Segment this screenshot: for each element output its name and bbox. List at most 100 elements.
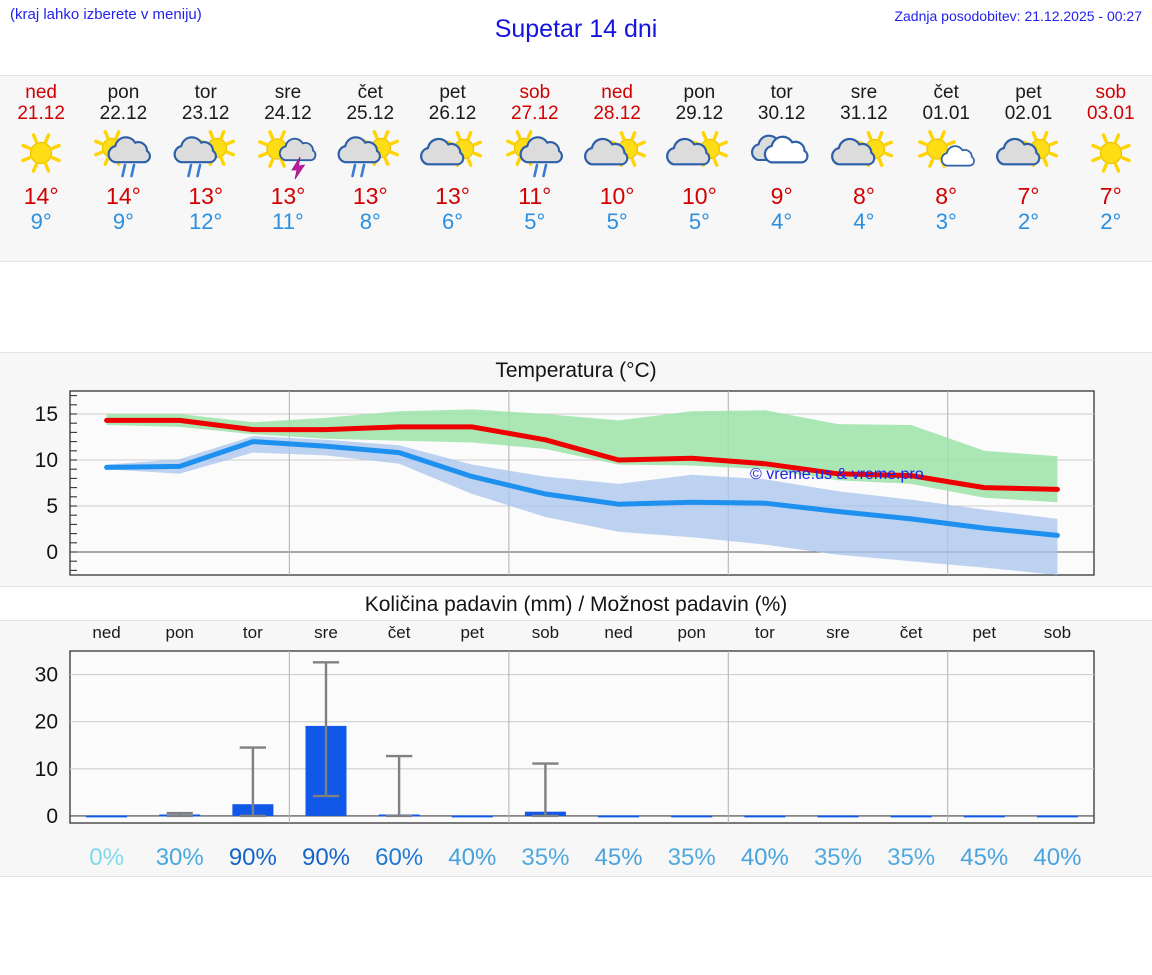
weather-icon-wrap	[578, 127, 656, 183]
temp-min-label: 6°	[442, 209, 464, 234]
precipitation-probability-label: 90%	[301, 844, 351, 871]
weather-icon-wrap	[496, 127, 574, 183]
precipitation-probability-label: 35%	[667, 844, 716, 871]
temp-max-label: 7°	[1017, 183, 1040, 209]
temp-min-label: 9°	[30, 209, 52, 234]
day-date-label: 24.12	[264, 103, 312, 124]
temp-min-label: 12°	[189, 209, 223, 234]
precipitation-probability-label: 0%	[89, 844, 124, 871]
sun-cloud-rain-icon	[94, 130, 152, 178]
cloud-sun-icon	[584, 131, 647, 167]
day-date-label: 30.12	[757, 103, 806, 124]
temp-min-label: 2°	[1017, 209, 1040, 234]
precipitation-probability-label: 60%	[375, 844, 424, 871]
cloud-sun-icon	[995, 131, 1058, 167]
weather-icon-wrap	[1072, 127, 1150, 183]
spacer-band	[0, 262, 1152, 352]
day-date-label: 26.12	[428, 103, 477, 124]
svg-text:10: 10	[35, 758, 58, 781]
day-date-label: 22.12	[99, 103, 148, 124]
svg-text:0: 0	[46, 541, 58, 564]
temp-min-label: 4°	[771, 209, 793, 234]
precipitation-probability-label: 40%	[448, 844, 497, 871]
temp-min-label: 5°	[606, 209, 628, 234]
temp-min-label: 2°	[1100, 209, 1122, 234]
svg-text:30: 30	[35, 664, 58, 687]
forecast-day-column[interactable]: pon 22.12 14° 9°	[82, 76, 164, 261]
forecast-day-column[interactable]: sre 31.12 8° 4°	[823, 76, 905, 261]
last-update-text: Zadnja posodobitev: 21.12.2025 - 00:27	[894, 8, 1142, 24]
svg-text:15: 15	[35, 403, 58, 426]
cloud-sun-icon	[666, 131, 729, 167]
weather-icon-wrap	[331, 127, 409, 183]
cloud-sun-icon	[831, 131, 893, 167]
precipitation-probability-label: 35%	[887, 844, 936, 871]
temp-min-label: 8°	[359, 209, 381, 234]
day-of-week-label: tor	[194, 82, 217, 103]
day-date-label: 21.12	[17, 103, 65, 124]
forecast-day-column[interactable]: ned 21.12 14° 9°	[0, 76, 82, 261]
temp-max-label: 10°	[599, 183, 635, 209]
svg-text:0: 0	[46, 805, 58, 828]
temp-min-label: 4°	[853, 209, 875, 234]
svg-text:10: 10	[35, 449, 58, 472]
weather-icon-wrap	[84, 127, 162, 183]
temp-max-label: 13°	[188, 183, 224, 209]
temp-min-label: 3°	[935, 209, 957, 234]
svg-text:5: 5	[46, 495, 58, 518]
temp-min-label: 9°	[112, 209, 134, 234]
temp-max-label: 8°	[935, 183, 958, 209]
day-date-label: 27.12	[511, 103, 559, 124]
day-date-label: 01.01	[922, 103, 970, 124]
forecast-day-column[interactable]: čet 25.12 13° 8°	[329, 76, 411, 261]
forecast-day-column[interactable]: tor 30.12 9° 4°	[741, 76, 823, 261]
temp-max-label: 13°	[352, 183, 388, 209]
forecast-day-column[interactable]: ned 28.12 10° 5°	[576, 76, 658, 261]
precipitation-probability-label: 35%	[813, 844, 862, 871]
forecast-day-column[interactable]: pon 29.12 10° 5°	[658, 76, 740, 261]
weather-icon-wrap	[167, 127, 245, 183]
day-date-label: 02.01	[1004, 103, 1053, 124]
precipitation-probability-label: 40%	[1033, 844, 1082, 871]
temp-max-label: 10°	[682, 183, 717, 209]
weather-icon-wrap	[414, 127, 492, 183]
forecast-day-column[interactable]: čet 01.01 8° 3°	[905, 76, 987, 261]
forecast-day-column[interactable]: sob 27.12 11° 5°	[494, 76, 576, 261]
day-of-week-label: čet	[933, 82, 959, 103]
sun-thunderstorm-icon	[258, 130, 317, 180]
day-of-week-label: pet	[439, 82, 466, 103]
day-of-week-label: čet	[357, 82, 383, 103]
temp-max-label: 13°	[270, 183, 306, 209]
day-of-week-label: ned	[601, 82, 633, 103]
forecast-day-column[interactable]: sob 03.01 7° 2°	[1070, 76, 1152, 261]
day-date-label: 23.12	[181, 103, 230, 124]
page-title: Supetar 14 dni	[494, 15, 658, 43]
page-header: (kraj lahko izberete v meniju) Supetar 1…	[0, 0, 1152, 75]
sun-cloud-rain-icon	[505, 130, 563, 178]
day-of-week-label: sob	[1095, 82, 1127, 103]
precipitation-probability-label: 35%	[521, 844, 570, 871]
day-of-week-label: sre	[274, 82, 302, 103]
day-date-label: 25.12	[346, 103, 395, 124]
day-of-week-label: sre	[850, 82, 878, 103]
day-date-label: 29.12	[675, 103, 724, 124]
forecast-day-column[interactable]: tor 23.12 13° 12°	[165, 76, 247, 261]
weather-icon-wrap	[249, 127, 327, 183]
weather-icon-wrap	[660, 127, 738, 183]
day-date-label: 31.12	[840, 103, 888, 124]
forecast-day-column[interactable]: sre 24.12 13° 11°	[247, 76, 329, 261]
temp-min-label: 5°	[524, 209, 546, 234]
menu-hint-link[interactable]: (kraj lahko izberete v meniju)	[10, 6, 202, 23]
precipitation-plot: 0 10 20 30	[35, 650, 1095, 828]
cloud-sun-rain-icon	[173, 130, 235, 178]
forecast-day-column[interactable]: pet 26.12 13° 6°	[411, 76, 493, 261]
precipitation-probability-label: 45%	[594, 844, 643, 871]
weather-icon-wrap	[743, 127, 821, 183]
cloud-sun-icon	[419, 131, 482, 167]
weather-icon-wrap	[990, 127, 1068, 183]
temperature-chart-title: Temperatura (°C)	[495, 359, 657, 382]
temp-max-label: 14°	[23, 183, 59, 209]
temperature-plot: 0 5 10 15	[35, 390, 1095, 576]
cloud-sun-rain-icon	[337, 130, 400, 178]
forecast-day-column[interactable]: pet 02.01 7° 2°	[987, 76, 1069, 261]
